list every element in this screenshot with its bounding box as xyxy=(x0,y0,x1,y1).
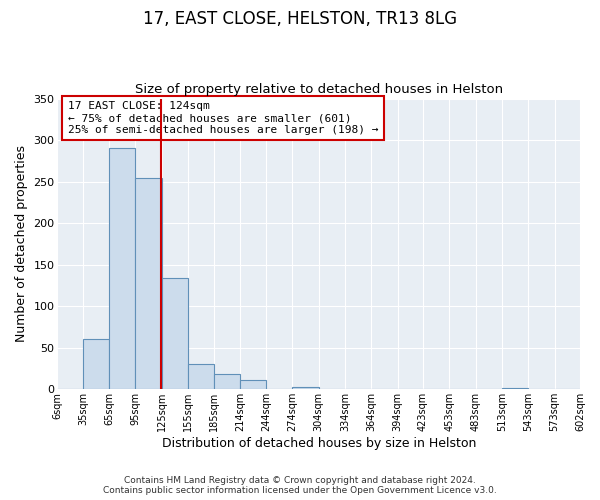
Bar xyxy=(83,338,109,390)
Bar xyxy=(109,148,136,390)
Text: Contains HM Land Registry data © Crown copyright and database right 2024.
Contai: Contains HM Land Registry data © Crown c… xyxy=(103,476,497,495)
Text: 17 EAST CLOSE: 124sqm
← 75% of detached houses are smaller (601)
25% of semi-det: 17 EAST CLOSE: 124sqm ← 75% of detached … xyxy=(68,102,379,134)
Bar xyxy=(214,374,240,390)
Bar xyxy=(240,380,266,390)
Bar xyxy=(136,178,162,390)
Bar xyxy=(502,388,528,390)
Y-axis label: Number of detached properties: Number of detached properties xyxy=(15,146,28,342)
Bar xyxy=(188,364,214,390)
Text: 17, EAST CLOSE, HELSTON, TR13 8LG: 17, EAST CLOSE, HELSTON, TR13 8LG xyxy=(143,10,457,28)
Bar xyxy=(292,387,319,390)
Title: Size of property relative to detached houses in Helston: Size of property relative to detached ho… xyxy=(134,83,503,96)
X-axis label: Distribution of detached houses by size in Helston: Distribution of detached houses by size … xyxy=(161,437,476,450)
Bar xyxy=(162,278,188,390)
